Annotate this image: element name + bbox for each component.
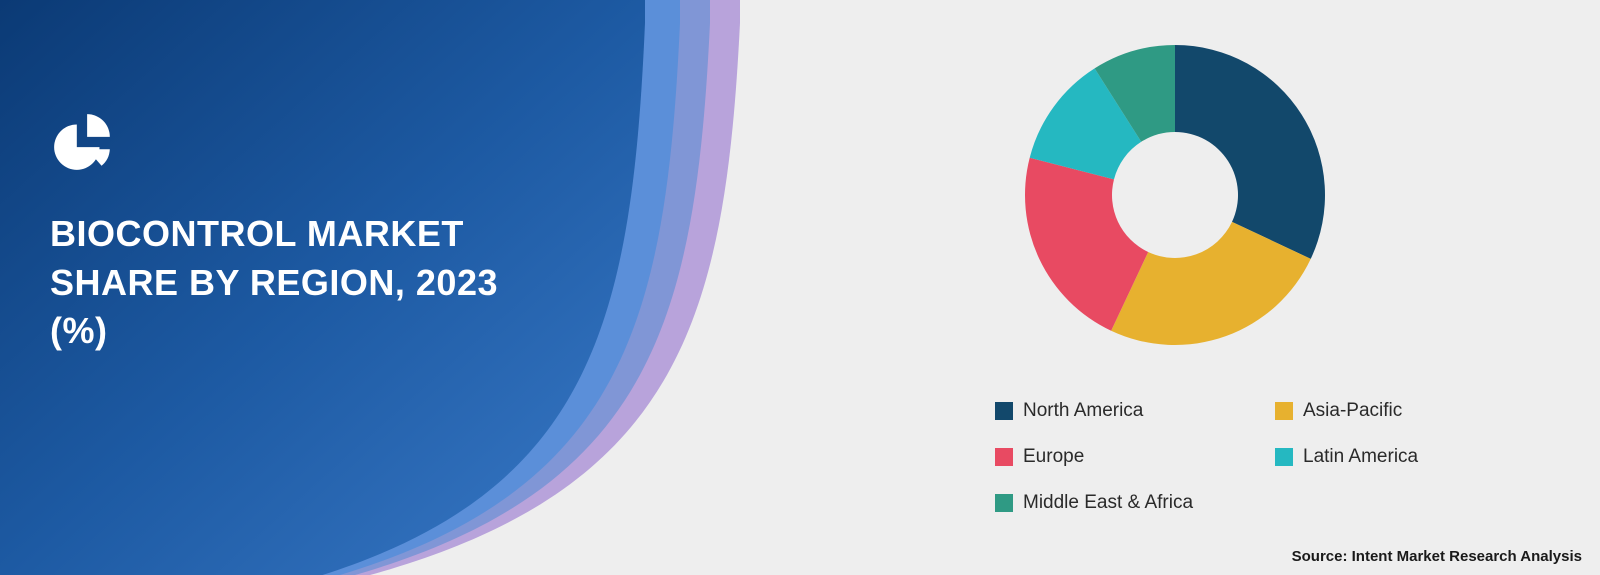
legend-label: North America bbox=[1023, 400, 1143, 422]
legend-item: Europe bbox=[995, 446, 1275, 468]
chart-legend: North America Asia-Pacific Europe Latin Ame… bbox=[995, 400, 1555, 514]
title-line-3: (%) bbox=[50, 307, 498, 356]
title-line-1: BIOCONTROL MARKET bbox=[50, 210, 498, 259]
legend-item: Latin America bbox=[1275, 446, 1555, 468]
legend-item: Middle East & Africa bbox=[995, 492, 1275, 514]
legend-swatch bbox=[995, 402, 1013, 420]
legend-label: Asia-Pacific bbox=[1303, 400, 1402, 422]
legend-swatch bbox=[995, 448, 1013, 466]
legend-item: Asia-Pacific bbox=[1275, 400, 1555, 422]
legend-swatch bbox=[1275, 448, 1293, 466]
legend-label: Middle East & Africa bbox=[1023, 492, 1193, 514]
title-line-2: SHARE BY REGION, 2023 bbox=[50, 259, 498, 308]
left-panel: BIOCONTROL MARKET SHARE BY REGION, 2023 … bbox=[0, 0, 720, 575]
donut-chart bbox=[1020, 40, 1330, 350]
legend-swatch bbox=[1275, 402, 1293, 420]
legend-label: Latin America bbox=[1303, 446, 1418, 468]
legend-label: Europe bbox=[1023, 446, 1084, 468]
legend-item: North America bbox=[995, 400, 1275, 422]
source-attribution: Source: Intent Market Research Analysis bbox=[1292, 548, 1582, 565]
legend-swatch bbox=[995, 494, 1013, 512]
right-panel: North America Asia-Pacific Europe Latin Ame… bbox=[720, 0, 1600, 575]
chart-title: BIOCONTROL MARKET SHARE BY REGION, 2023 … bbox=[50, 210, 498, 356]
pie-chart-icon bbox=[50, 110, 116, 181]
